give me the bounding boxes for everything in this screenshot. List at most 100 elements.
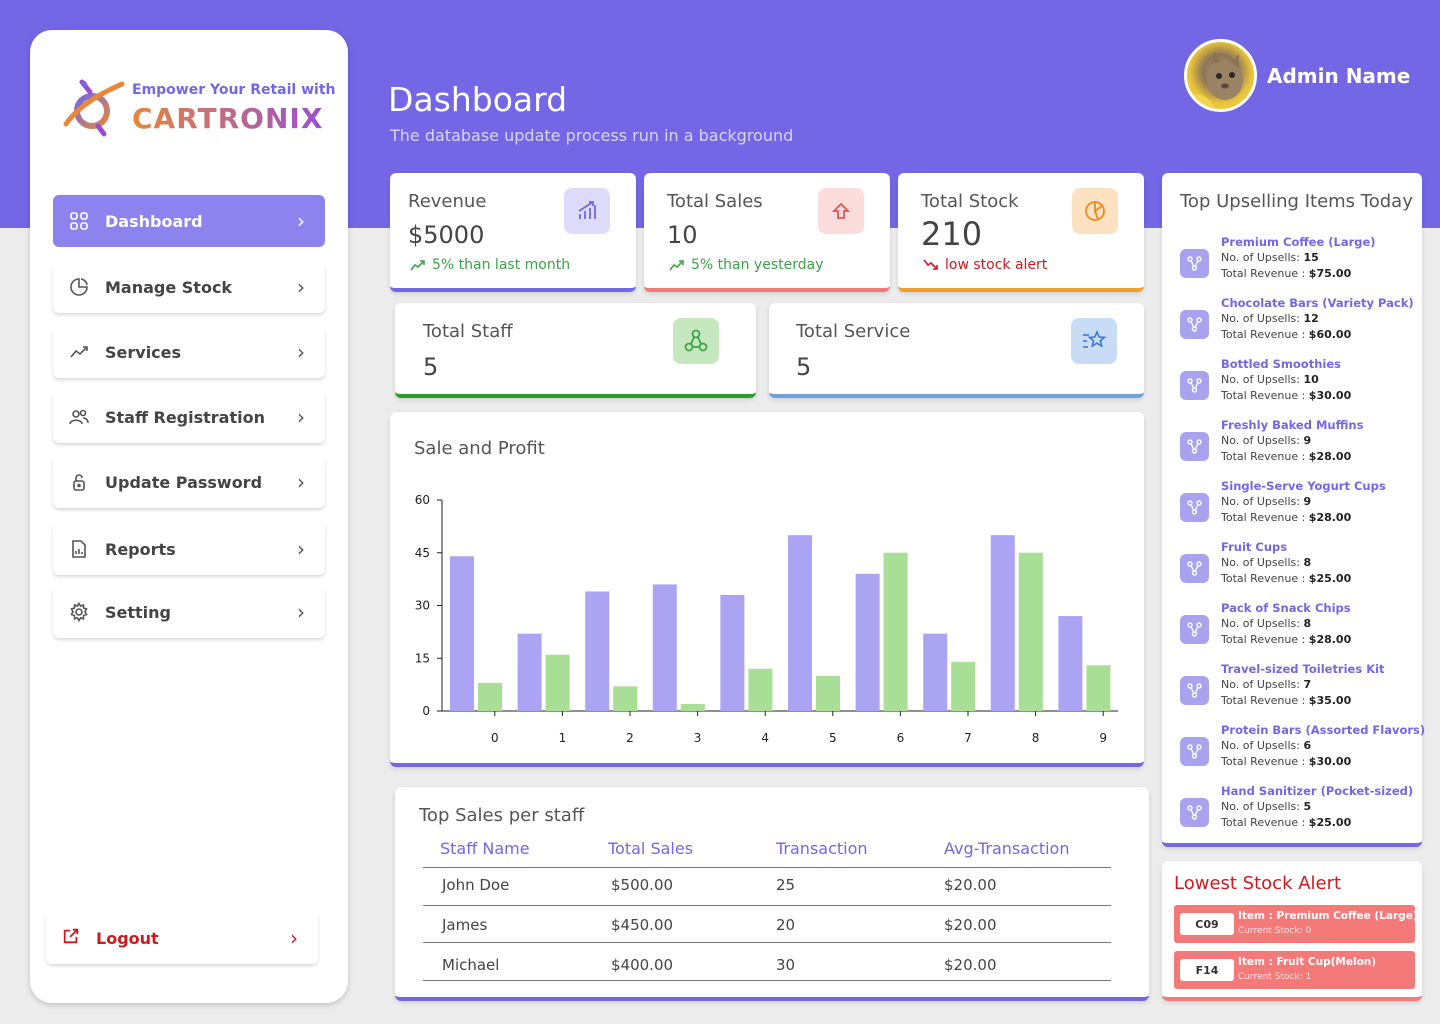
arrow-up-icon (818, 188, 864, 234)
staff-value: 5 (423, 353, 439, 381)
low-stock-card: Lowest Stock Alert C09 Item : Premium Co… (1162, 861, 1422, 1001)
sale-bar (517, 633, 542, 711)
sidebar-item-staff-registration[interactable]: Staff Registration › (53, 391, 325, 443)
profit-bar (1086, 665, 1111, 711)
upsell-count: No. of Upsells: 7 (1221, 678, 1311, 691)
upsell-revenue: Total Revenue : $30.00 (1221, 389, 1351, 402)
y-tick-label: 60 (415, 493, 430, 507)
upsell-item[interactable]: Hand Sanitizer (Pocket-sized) No. of Upse… (1180, 784, 1420, 842)
upsell-revenue: Total Revenue : $35.00 (1221, 694, 1351, 707)
upsell-item[interactable]: Protein Bars (Assorted Flavors) No. of Up… (1180, 723, 1425, 781)
share-nodes-icon (1180, 676, 1209, 705)
low-stock-item[interactable]: F14 Item : Fruit Cup(Melon) Current Stoc… (1174, 951, 1415, 989)
column-header[interactable]: Staff Name (440, 839, 530, 858)
upsell-item[interactable]: Premium Coffee (Large) No. of Upsells: 15… (1180, 235, 1420, 293)
upsell-count-value: 9 (1303, 495, 1312, 508)
admin-name[interactable]: Admin Name (1267, 64, 1411, 88)
avatar[interactable] (1184, 39, 1257, 112)
item-stock: Current Stock: 0 (1238, 926, 1312, 936)
share-nodes-icon (1180, 737, 1209, 766)
sale-bar (652, 584, 677, 711)
upsell-revenue: Total Revenue : $25.00 (1221, 816, 1351, 829)
upsell-revenue-value: $28.00 (1308, 450, 1352, 463)
sale-bar (855, 573, 880, 711)
upsell-item[interactable]: Fruit Cups No. of Upsells: 8 Total Revenue… (1180, 540, 1420, 598)
sidebar-item-services[interactable]: Services › (53, 326, 325, 378)
upsell-count-label: No. of Upsells: (1221, 373, 1300, 386)
share-nodes-icon (1180, 371, 1209, 400)
upsell-count-label: No. of Upsells: (1221, 495, 1300, 508)
upsell-item[interactable]: Freshly Baked Muffins No. of Upsells: 9 To… (1180, 418, 1420, 476)
brand-logo[interactable]: Empower Your Retail with CARTRONIX (60, 74, 336, 144)
upsell-count-value: 15 (1303, 251, 1319, 264)
table-cell: James (442, 916, 488, 934)
upsell-count-value: 8 (1303, 556, 1312, 569)
upsell-revenue-label: Total Revenue : (1221, 450, 1306, 463)
profit-bar (816, 675, 840, 711)
sidebar-item-manage-stock[interactable]: Manage Stock › (53, 261, 325, 313)
upsell-item-name: Premium Coffee (Large) (1221, 235, 1376, 249)
document-icon (69, 539, 89, 559)
stock-value: 210 (921, 215, 983, 253)
staff-card[interactable]: Total Staff 5 (395, 303, 756, 398)
upsell-revenue-label: Total Revenue : (1221, 572, 1306, 585)
low-stock-item[interactable]: C09 Item : Premium Coffee (Large) Curren… (1174, 905, 1418, 943)
upsell-count-label: No. of Upsells: (1221, 739, 1300, 752)
sales-card[interactable]: Total Sales 10 5% than yesterday (644, 173, 890, 292)
upsell-revenue-label: Total Revenue : (1221, 328, 1306, 341)
chevron-right-icon: › (297, 600, 305, 624)
upsell-item-name: Pack of Snack Chips (1221, 601, 1351, 615)
share-nodes-icon (1180, 432, 1209, 461)
sidebar-item-setting[interactable]: Setting › (53, 586, 325, 638)
share-nodes-icon (1180, 493, 1209, 522)
upsell-count: No. of Upsells: 12 (1221, 312, 1319, 325)
upsell-count-value: 9 (1303, 434, 1312, 447)
stock-card[interactable]: Total Stock 210 low stock alert (898, 173, 1144, 292)
column-header[interactable]: Transaction (776, 839, 868, 858)
y-tick-label: 0 (422, 704, 430, 718)
upsell-revenue-label: Total Revenue : (1221, 511, 1306, 524)
trend-up-icon (669, 260, 684, 271)
external-link-icon (62, 927, 82, 949)
upsell-revenue-value: $28.00 (1308, 511, 1352, 524)
chart-title: Sale and Profit (414, 438, 545, 459)
item-name: Item : Premium Coffee (Large) (1238, 910, 1418, 922)
upsell-item[interactable]: Travel-sized Toiletries Kit No. of Upsell… (1180, 662, 1420, 720)
upsell-revenue: Total Revenue : $25.00 (1221, 572, 1351, 585)
upsell-item-name: Fruit Cups (1221, 540, 1288, 554)
upsell-revenue-label: Total Revenue : (1221, 267, 1306, 280)
service-card[interactable]: Total Service 5 (769, 303, 1144, 398)
trend-down-icon (923, 259, 938, 270)
sidebar-item-reports[interactable]: Reports › (53, 523, 325, 575)
upsell-item[interactable]: Chocolate Bars (Variety Pack) No. of Upse… (1180, 296, 1420, 354)
table-title: Top Sales per staff (419, 805, 585, 826)
page-subtitle: The database update process run in a bac… (390, 126, 794, 145)
column-header[interactable]: Avg-Transaction (944, 839, 1070, 858)
column-header[interactable]: Total Sales (608, 839, 694, 858)
x-tick-label: 4 (761, 731, 769, 745)
upsell-item[interactable]: Bottled Smoothies No. of Upsells: 10 Total… (1180, 357, 1420, 415)
upsell-count-label: No. of Upsells: (1221, 617, 1300, 630)
profit-bar (748, 668, 773, 711)
page-title: Dashboard (388, 80, 568, 119)
pie-chart-icon (1072, 188, 1118, 234)
item-name: Item : Fruit Cup(Melon) (1238, 956, 1377, 968)
upsell-item[interactable]: Pack of Snack Chips No. of Upsells: 8 Tota… (1180, 601, 1420, 659)
logout-button[interactable]: Logout › (46, 912, 318, 964)
sidebar: Empower Your Retail with CARTRONIX Dashb… (30, 30, 348, 1003)
chevron-right-icon: › (297, 340, 305, 364)
sidebar-item-update-password[interactable]: Update Password › (53, 456, 325, 508)
gear-icon (69, 602, 89, 622)
upsell-count: No. of Upsells: 8 (1221, 556, 1311, 569)
sidebar-item-dashboard[interactable]: Dashboard › (53, 195, 325, 247)
revenue-note: 5% than last month (410, 257, 570, 273)
upsell-count: No. of Upsells: 6 (1221, 739, 1311, 752)
revenue-card[interactable]: Revenue $5000 5% than last month (390, 173, 636, 292)
stock-title: Total Stock (921, 191, 1019, 212)
upsell-revenue-label: Total Revenue : (1221, 694, 1306, 707)
profit-bar (613, 686, 638, 711)
upsell-count-label: No. of Upsells: (1221, 678, 1300, 691)
profit-bar (478, 682, 502, 711)
upsell-item[interactable]: Single-Serve Yogurt Cups No. of Upsells: … (1180, 479, 1420, 537)
